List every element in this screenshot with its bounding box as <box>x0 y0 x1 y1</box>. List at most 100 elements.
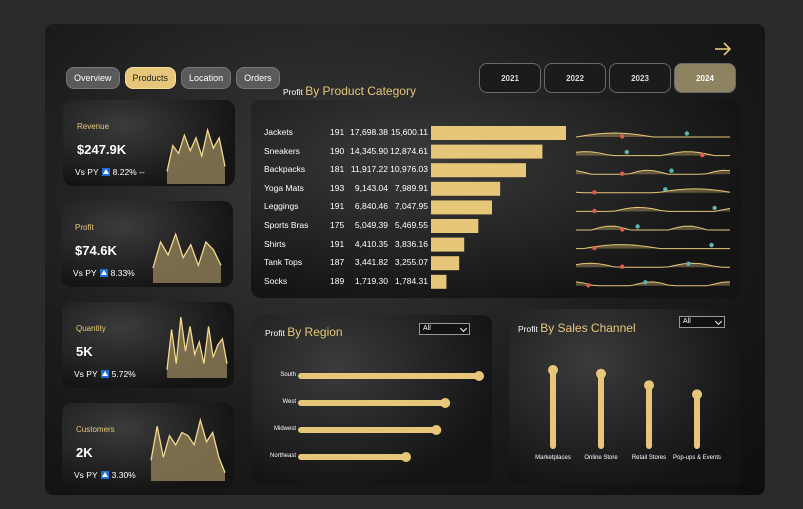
region-filter-dropdown[interactable]: All <box>419 323 470 335</box>
channel-bar-end <box>596 368 606 379</box>
kpi-vs-label: Vs PY <box>74 470 98 480</box>
kpi-label: Quantity <box>76 324 106 333</box>
kpi-value: 5K <box>76 344 93 359</box>
kpi-value: 2K <box>76 445 93 460</box>
arrow-right-icon[interactable] <box>712 38 734 60</box>
table-row: Shirts 191 4,410.35 3,836.16 <box>264 239 434 257</box>
region-bar-end <box>401 452 412 462</box>
up-arrow-icon <box>100 370 109 378</box>
sparkline-high-marker <box>684 131 690 136</box>
region-title-main: By Region <box>287 325 343 339</box>
category-bar <box>431 126 566 140</box>
category-profit: 10,976.03 <box>390 164 428 175</box>
channel-label: Retail Stores <box>631 455 667 461</box>
kpi-label: Profit <box>75 223 94 232</box>
sparkline-area <box>576 226 730 230</box>
kpi-change-value: 5.72% <box>111 369 136 379</box>
sparkline-high-marker <box>663 187 668 192</box>
category-revenue: 3,441.82 <box>354 257 388 268</box>
trend-area <box>151 420 225 481</box>
up-arrow-icon <box>101 168 110 176</box>
year-slicer: 2021 2022 2023 2024 <box>479 63 736 93</box>
category-revenue: 9,143.04 <box>354 182 388 193</box>
kpi-change: Vs PY 3.30% <box>74 470 136 480</box>
region-title-prefix: Profit <box>265 328 285 338</box>
kpi-value: $74.6K <box>75 243 117 258</box>
category-profit: 3,836.16 <box>394 238 428 249</box>
channel-filter-value: All <box>683 318 691 325</box>
category-name: Backpacks <box>264 164 306 175</box>
category-profit: 12,874.61 <box>390 145 428 156</box>
table-row: Sports Bras 175 5,049.39 5,469.55 <box>264 220 434 238</box>
sparkline-low-marker <box>592 208 597 214</box>
category-profit: 15,600.11 <box>390 127 428 137</box>
category-count: 187 <box>330 257 345 268</box>
trend-area <box>167 317 227 378</box>
channel-label: Marketplaces <box>535 455 571 461</box>
sparkline-high-marker <box>669 168 674 173</box>
sparkline <box>575 169 731 175</box>
sparkline-high-marker <box>686 261 691 266</box>
kpi-trend-chart <box>166 317 228 378</box>
table-row: Sneakers 190 14,345.90 12,874.61 <box>264 146 434 164</box>
table-row: Socks 189 1,719.30 1,784.31 <box>264 276 434 294</box>
sparkline-high-marker <box>709 242 714 248</box>
category-count: 189 <box>330 275 345 286</box>
category-revenue: 14,345.90 <box>350 145 388 156</box>
category-name: Jackets <box>264 127 293 137</box>
category-bar <box>431 256 460 271</box>
sparkline-low-marker <box>586 283 591 288</box>
sparkline-area <box>576 207 730 212</box>
sparkline-area <box>576 244 730 249</box>
kpi-vs-label: Vs PY <box>73 268 97 278</box>
kpi-value: $247.9K <box>77 142 127 157</box>
year-2024-button[interactable]: 2024 <box>674 63 736 93</box>
region-label: West <box>282 399 296 405</box>
trend-line <box>152 232 222 269</box>
sparkline <box>575 281 731 287</box>
year-2022-button[interactable]: 2022 <box>544 63 606 93</box>
year-2023-button[interactable]: 2023 <box>609 63 671 93</box>
channel-title-main: By Sales Channel <box>540 321 636 335</box>
category-title: Profit By Product Category <box>283 84 416 98</box>
page-tabs: Overview Products Location Orders <box>66 67 280 89</box>
tab-location[interactable]: Location <box>181 67 232 89</box>
category-title-main: By Product Category <box>305 84 416 98</box>
category-name: Leggings <box>264 201 299 212</box>
category-title-prefix: Profit <box>283 87 303 97</box>
category-profit: 1,784.31 <box>394 275 428 286</box>
category-count: 181 <box>330 164 345 175</box>
sparkline <box>575 244 730 250</box>
kpi-change: Vs PY 8.33% <box>73 268 135 278</box>
category-name: Yoga Mats <box>264 182 304 193</box>
kpi-trend-chart <box>150 417 226 481</box>
channel-label: Online Store <box>584 455 618 461</box>
kpi-trend-chart <box>152 232 222 283</box>
up-arrow-icon <box>99 269 108 277</box>
table-row: Leggings 191 6,840.46 7,047.95 <box>264 201 434 219</box>
kpi-card-customers: Customers 2K Vs PY 3.30% <box>62 403 234 489</box>
sparkline-area <box>576 133 730 137</box>
category-name: Sneakers <box>264 145 300 156</box>
trend-area <box>167 130 225 184</box>
sparkline-low-marker <box>592 245 597 251</box>
kpi-card-profit: Profit $74.6K Vs PY 8.33% <box>61 201 233 287</box>
kpi-change: Vs PY 8.22% -- <box>75 167 145 177</box>
category-count: 191 <box>330 127 345 137</box>
sparkline-low-marker <box>620 227 625 232</box>
trend-area <box>153 234 221 283</box>
sparkline <box>575 262 730 268</box>
tab-products[interactable]: Products <box>124 67 177 89</box>
tab-orders[interactable]: Orders <box>236 67 280 89</box>
kpi-change: Vs PY 5.72% <box>74 369 136 379</box>
table-row: Yoga Mats 193 9,143.04 7,989.91 <box>264 183 434 201</box>
channel-title-prefix: Profit <box>518 324 538 334</box>
year-2021-button[interactable]: 2021 <box>479 63 541 93</box>
channel-filter-dropdown[interactable]: All <box>679 316 725 328</box>
region-label: South <box>280 372 296 378</box>
tab-overview[interactable]: Overview <box>66 67 120 89</box>
sparkline <box>576 225 730 231</box>
table-row: Backpacks 181 11,917.22 10,976.03 <box>264 164 434 182</box>
category-revenue: 6,840.46 <box>354 201 388 212</box>
category-bar <box>431 181 501 196</box>
